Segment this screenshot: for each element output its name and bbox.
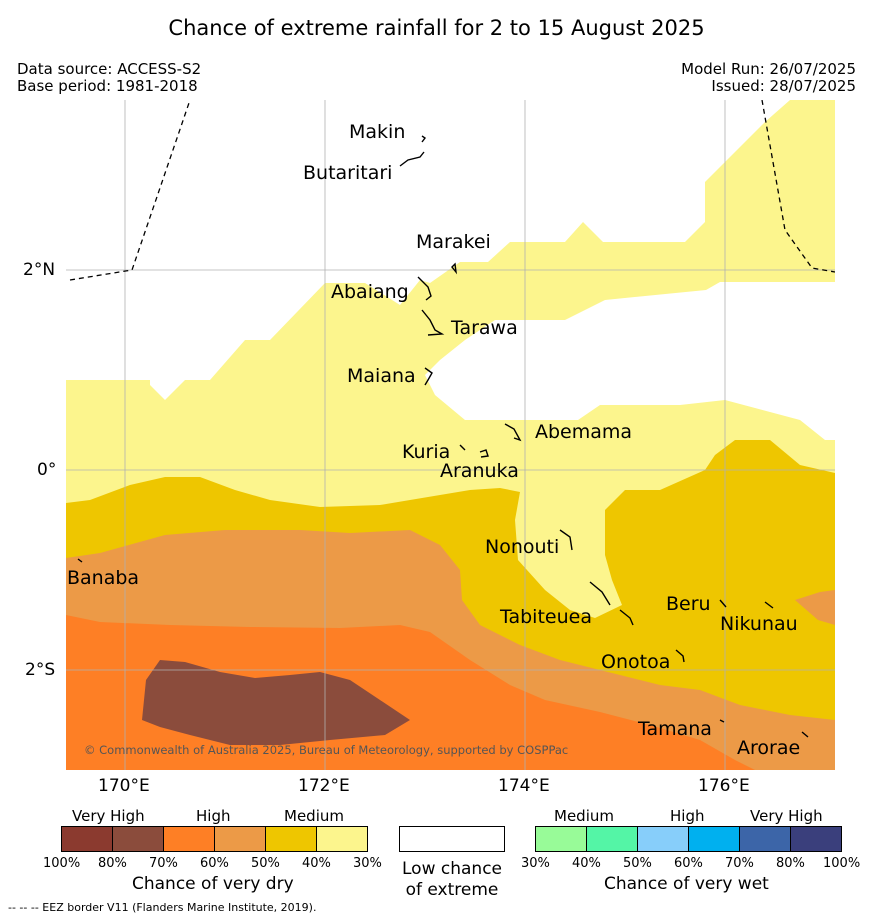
data-source: Data source: ACCESS-S2 [17, 60, 202, 78]
legend-dry-pct-50: 50% [251, 856, 280, 871]
legend-wet-pct-80: 80% [776, 856, 805, 871]
island-label-onotoa: Onotoa [601, 651, 671, 673]
eez-border [69, 100, 835, 281]
lat-label-2s: 2°S [25, 660, 56, 680]
legend-wet-swatch-80-100 [790, 826, 842, 852]
legend-wet-pct-60: 60% [674, 856, 703, 871]
legend-wet-swatch-70-80 [739, 826, 791, 852]
legend-wet-swatch-40-50 [586, 826, 638, 852]
legend-wet-category-very-high: Very High [750, 807, 823, 825]
legend-wet-pct-40: 40% [572, 856, 601, 871]
eez-footnote: -- -- -- EEZ border V11 (Flanders Marine… [8, 901, 317, 914]
legend-wet-pct-70: 70% [725, 856, 754, 871]
legend-dry-category-very-high: Very High [72, 807, 145, 825]
legend-wet-category-high: High [670, 807, 705, 825]
island-label-kuria: Kuria [402, 441, 451, 463]
legend-wet-pct-100: 100% [823, 856, 861, 871]
legend-dry-pct-70: 70% [149, 856, 178, 871]
issued-date: Issued: 28/07/2025 [711, 77, 856, 95]
legend-dry-swatch-40-50 [265, 826, 317, 852]
base-period: Base period: 1981-2018 [17, 77, 198, 95]
legend-low-title-line1: Low chance [402, 859, 502, 879]
island-label-aranuka: Aranuka [440, 460, 519, 482]
lon-label-172e: 172°E [298, 776, 350, 796]
legend-dry-title: Chance of very dry [132, 874, 294, 894]
lon-label-174e: 174°E [498, 776, 550, 796]
legend-dry-pct-80: 80% [98, 856, 127, 871]
lon-label-176e: 176°E [698, 776, 750, 796]
legend-wet-swatch-30-40 [535, 826, 587, 852]
legend-dry-pct-40: 40% [302, 856, 331, 871]
island-label-tarawa: Tarawa [451, 317, 518, 339]
island-label-abaiang: Abaiang [331, 281, 409, 303]
island-label-beru: Beru [666, 593, 711, 615]
legend-wet-swatch-50-60 [637, 826, 689, 852]
legend-dry-pct-100: 100% [43, 856, 81, 871]
lon-label-170e: 170°E [98, 776, 150, 796]
island-label-banaba: Banaba [67, 567, 140, 589]
lat-label-2n: 2°N [23, 260, 56, 280]
legend-wet-pct-50: 50% [623, 856, 652, 871]
legend-dry-swatch-70-80 [112, 826, 164, 852]
legend-dry-swatch-30-40 [316, 826, 368, 852]
island-label-marakei: Marakei [416, 231, 491, 253]
legend-dry-pct-30: 30% [353, 856, 382, 871]
legend-wet-category-medium: Medium [554, 807, 614, 825]
island-label-abemama: Abemama [535, 421, 633, 443]
legend-low-title-line2: of extreme [405, 880, 499, 900]
legend-wet-title: Chance of very wet [604, 874, 769, 894]
legend-dry-swatch-50-60 [214, 826, 266, 852]
legend-dry-swatch-80-100 [61, 826, 113, 852]
island-label-arorae: Arorae [737, 737, 801, 759]
legend-wet-pct-30: 30% [521, 856, 550, 871]
island-label-tabiteuea: Tabiteuea [500, 606, 592, 628]
island-outlines [77, 135, 809, 738]
island-label-nonouti: Nonouti [485, 536, 560, 558]
legend-dry-pct-60: 60% [200, 856, 229, 871]
island-label-nikunau: Nikunau [720, 613, 798, 635]
zone-dry-very-high [142, 660, 410, 745]
legend-dry-swatch-60-70 [163, 826, 215, 852]
graticule [66, 100, 835, 770]
lat-label-0: 0° [37, 460, 57, 480]
island-label-maiana: Maiana [347, 365, 416, 387]
map-title: Chance of extreme rainfall for 2 to 15 A… [168, 16, 705, 40]
legend-wet-swatch-60-70 [688, 826, 740, 852]
legend-dry-category-medium: Medium [284, 807, 344, 825]
copyright-notice: © Commonwealth of Australia 2025, Bureau… [84, 743, 569, 757]
model-run: Model Run: 26/07/2025 [681, 60, 856, 78]
island-label-tamana: Tamana [638, 718, 712, 740]
island-label-butaritari: Butaritari [303, 162, 393, 184]
legend-low-swatch [399, 826, 505, 852]
island-label-makin: Makin [349, 121, 406, 143]
legend-dry-category-high: High [196, 807, 231, 825]
